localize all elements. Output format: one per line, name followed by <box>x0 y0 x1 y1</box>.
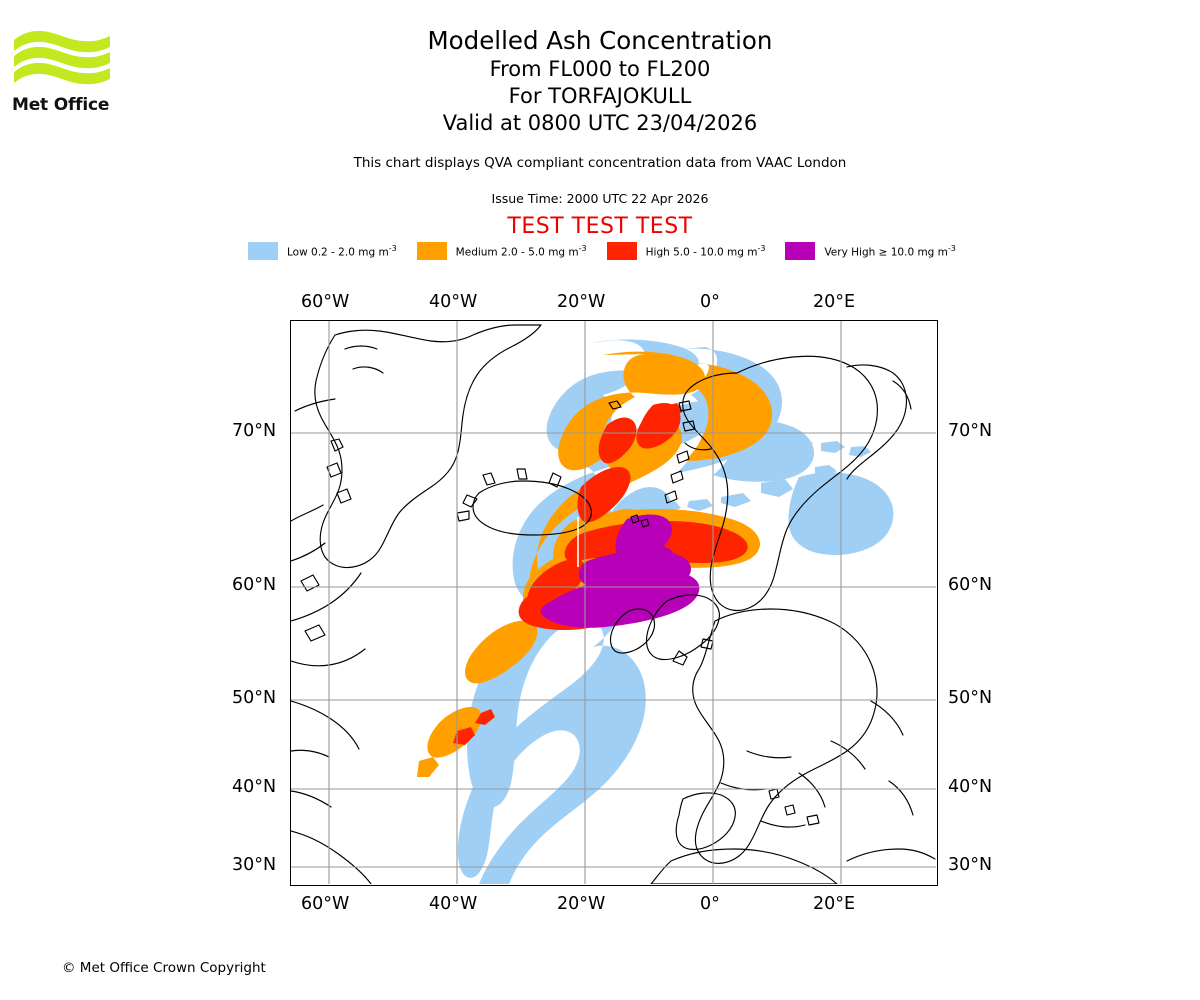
lat-label-right-50: 50°N <box>948 688 993 708</box>
lon-label-bottom-2: 20°W <box>557 894 606 914</box>
lat-label-right-40: 40°N <box>948 777 993 797</box>
lat-label-left-40: 40°N <box>232 777 277 797</box>
legend-item-high: High 5.0 - 10.0 mg m-3 <box>606 242 766 260</box>
lat-label-left-30: 30°N <box>232 855 277 875</box>
legend-item-very-high: Very High ≥ 10.0 mg m-3 <box>785 242 956 260</box>
map-canvas <box>291 321 936 884</box>
lon-label-top-0: 60°W <box>301 292 350 312</box>
flight-level-line: From FL000 to FL200 <box>489 57 711 81</box>
lat-label-right-70: 70°N <box>948 421 993 441</box>
legend-swatch-low <box>248 242 278 260</box>
legend-swatch-high <box>606 242 637 260</box>
chart-title-block: Modelled Ash Concentration From FL000 to… <box>150 26 1050 137</box>
test-banner: TEST TEST TEST <box>507 214 693 239</box>
qva-note: This chart displays QVA compliant concen… <box>353 155 847 171</box>
lon-label-bottom-4: 20°E <box>813 894 856 914</box>
lat-label-left-50: 50°N <box>232 688 277 708</box>
legend-swatch-medium <box>416 242 447 260</box>
legend-item-medium: Medium 2.0 - 5.0 mg m-3 <box>416 242 587 260</box>
legend-swatch-very-high <box>785 242 816 260</box>
lon-label-top-1: 40°W <box>429 292 478 312</box>
lat-label-left-60: 60°N <box>232 575 277 595</box>
lat-label-right-60: 60°N <box>948 575 993 595</box>
page-title: Modelled Ash Concentration <box>427 26 773 55</box>
legend-label-low: Low 0.2 - 2.0 mg m-3 <box>287 243 397 259</box>
lon-label-bottom-3: 0° <box>700 894 720 914</box>
concentration-legend: Low 0.2 - 2.0 mg m-3 Medium 2.0 - 5.0 mg… <box>248 240 1000 262</box>
issue-time: Issue Time: 2000 UTC 22 Apr 2026 <box>491 191 709 206</box>
copyright-notice: © Met Office Crown Copyright <box>62 960 266 976</box>
lon-label-bottom-1: 40°W <box>429 894 478 914</box>
lon-label-bottom-0: 60°W <box>301 894 350 914</box>
legend-label-medium: Medium 2.0 - 5.0 mg m-3 <box>455 243 587 259</box>
logo-wordmark: Met Office <box>12 95 110 115</box>
ash-layer-very-high <box>540 514 700 628</box>
lat-label-left-70: 70°N <box>232 421 277 441</box>
legend-item-low: Low 0.2 - 2.0 mg m-3 <box>248 242 397 260</box>
map-gridlines <box>291 321 936 884</box>
legend-label-high: High 5.0 - 10.0 mg m-3 <box>645 243 766 259</box>
lon-label-top-4: 20°E <box>813 292 856 312</box>
met-office-logo: Met Office <box>12 28 122 118</box>
ash-concentration-map[interactable] <box>290 320 938 886</box>
met-office-wave-mark <box>14 30 110 85</box>
lon-label-top-2: 20°W <box>557 292 606 312</box>
lon-label-top-3: 0° <box>700 292 720 312</box>
volcano-name-line: For TORFAJOKULL <box>508 84 692 108</box>
valid-time-line: Valid at 0800 UTC 23/04/2026 <box>442 111 758 135</box>
legend-label-very-high: Very High ≥ 10.0 mg m-3 <box>824 243 956 259</box>
lat-label-right-30: 30°N <box>948 855 993 875</box>
